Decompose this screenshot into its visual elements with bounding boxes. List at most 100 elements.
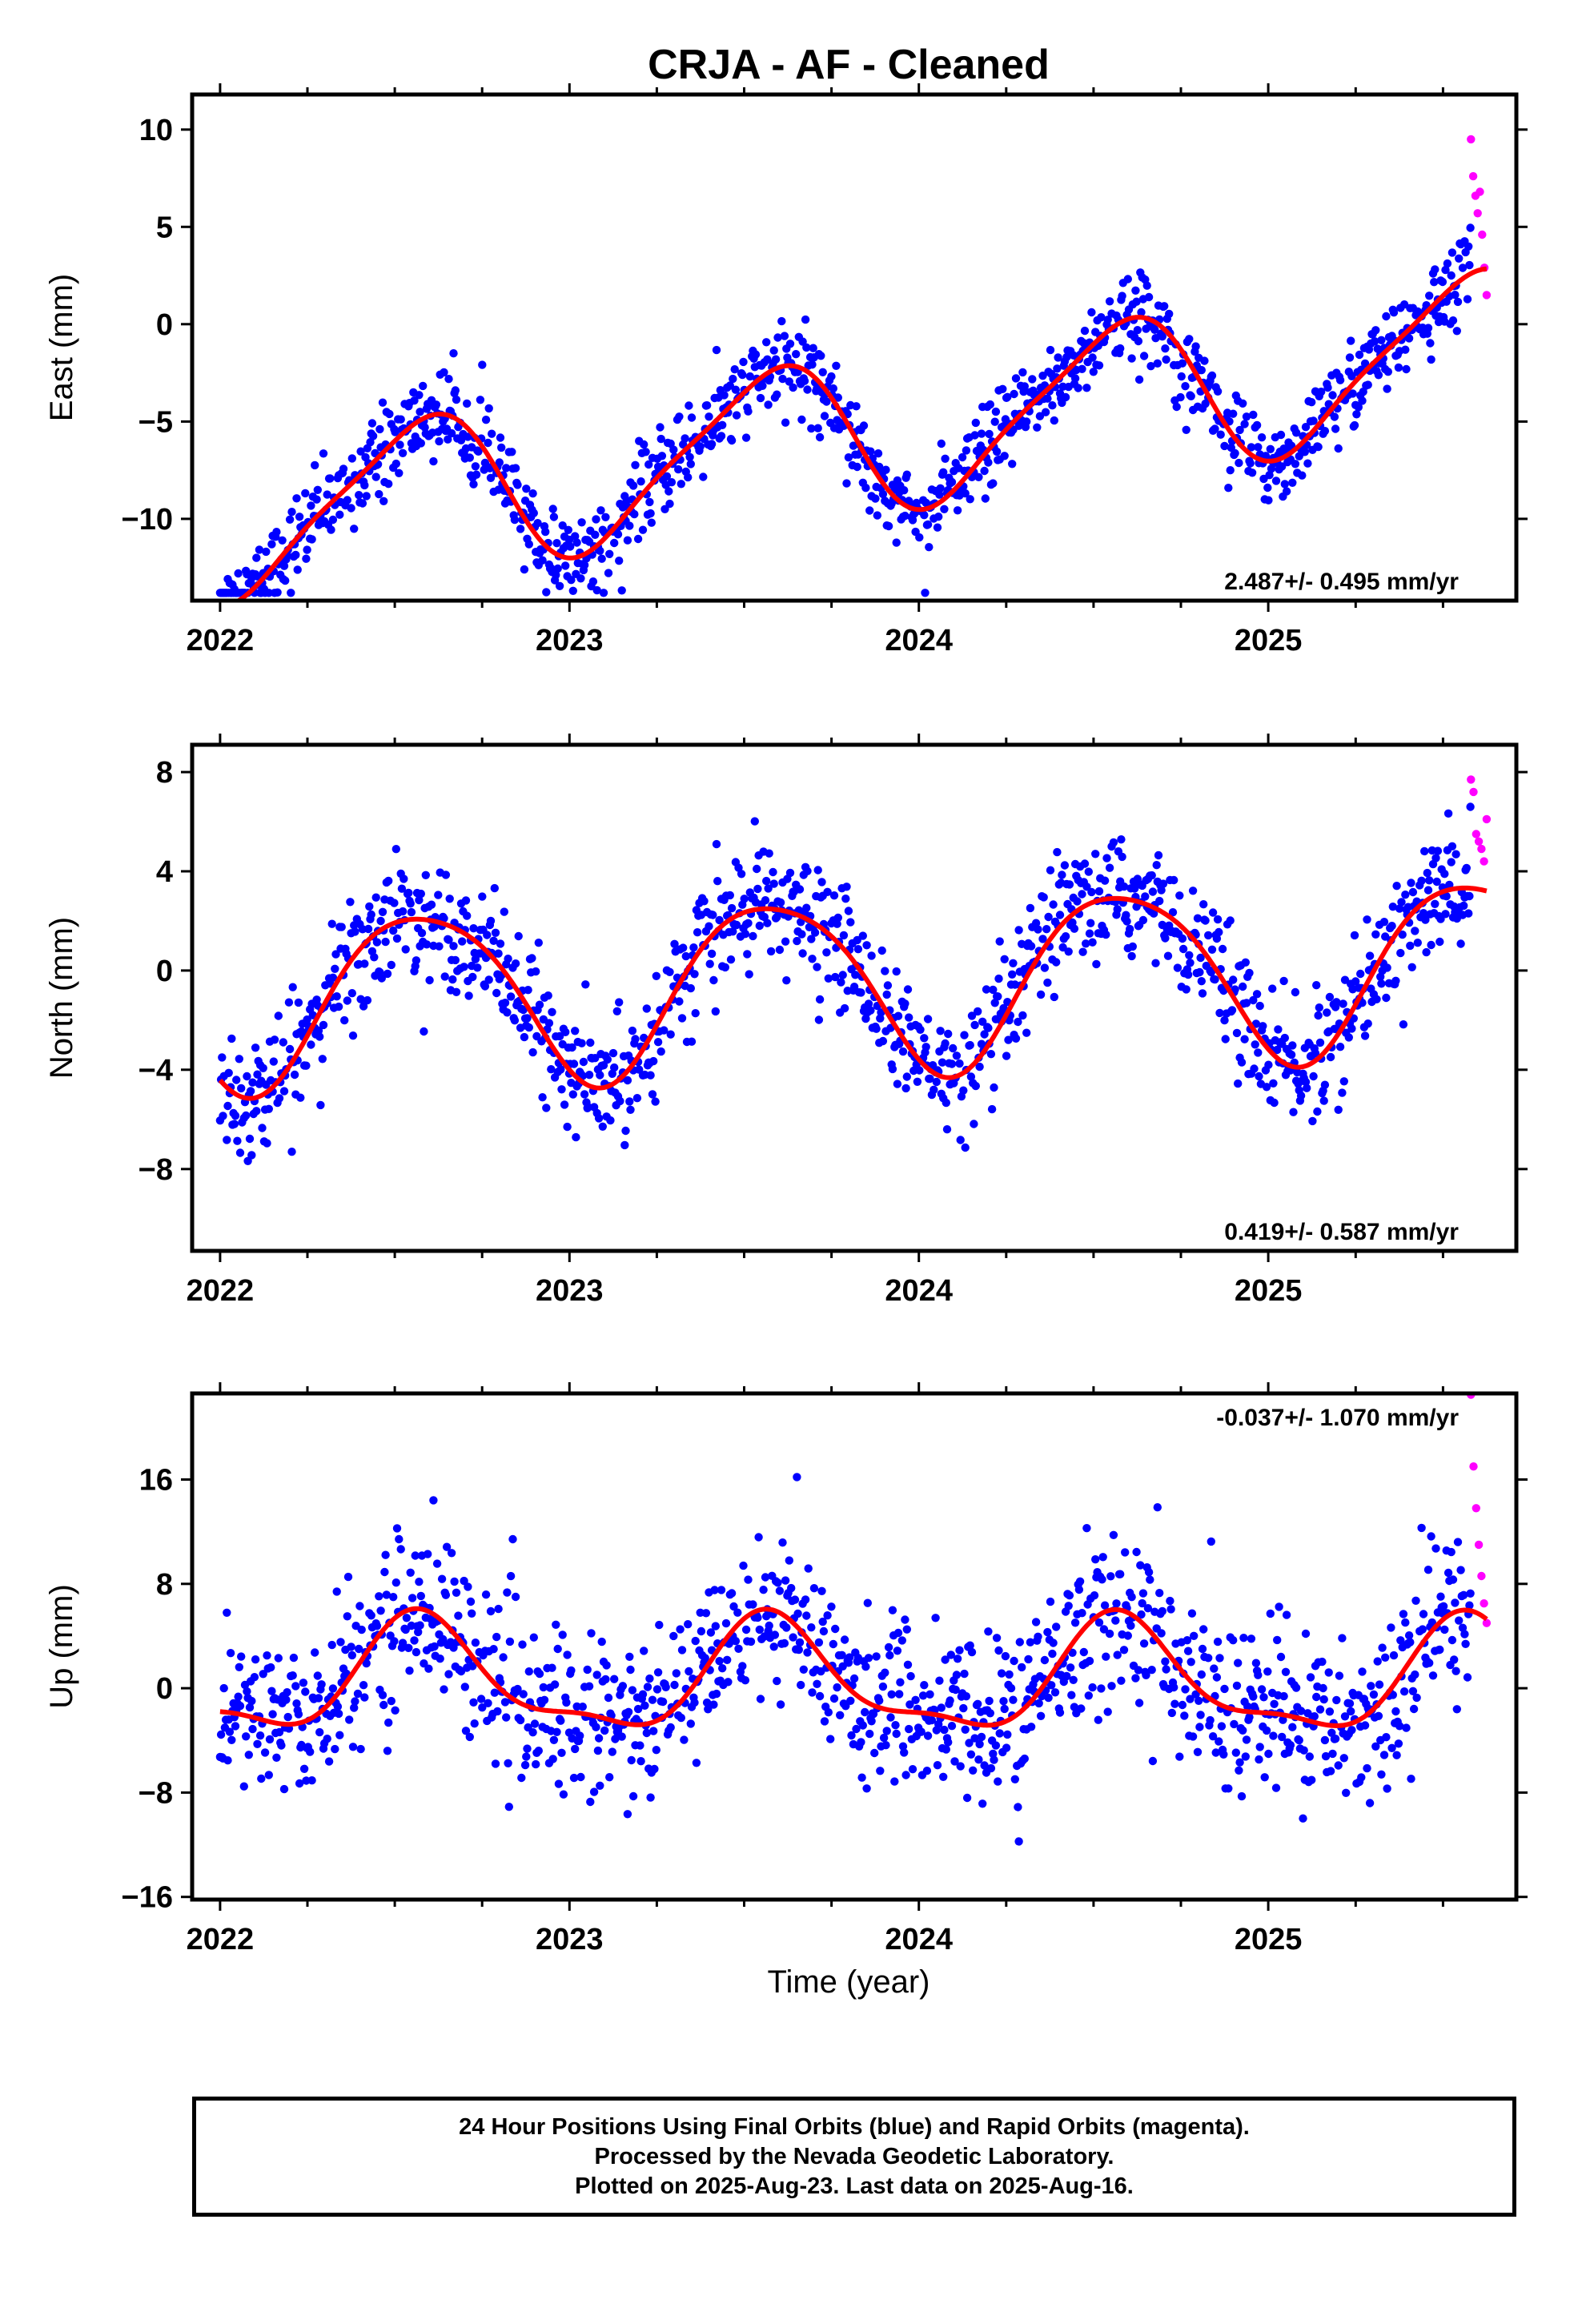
east-final-point xyxy=(729,374,737,384)
north-final-point xyxy=(1050,992,1059,1002)
north-final-point xyxy=(1323,1008,1331,1017)
north-final-point xyxy=(741,930,750,939)
up-final-point xyxy=(802,1611,811,1620)
north-final-point xyxy=(1264,1060,1273,1069)
east-final-point xyxy=(807,424,816,433)
north-final-point xyxy=(1087,887,1096,897)
up-final-point xyxy=(489,1645,498,1654)
east-final-point xyxy=(1008,460,1017,468)
east-final-point xyxy=(625,521,634,530)
north-final-point xyxy=(926,1074,934,1084)
north-final-point xyxy=(971,1081,981,1091)
north-final-point xyxy=(1193,914,1203,923)
north-final-point xyxy=(243,1072,251,1081)
up-final-point xyxy=(1319,1695,1328,1704)
east-final-point xyxy=(281,576,290,585)
east-final-point xyxy=(936,484,945,493)
up-final-point xyxy=(995,1729,1004,1738)
east-final-point xyxy=(368,432,378,440)
north-final-point xyxy=(1044,912,1053,922)
up-final-point xyxy=(1463,1673,1472,1682)
east-final-point xyxy=(1239,399,1247,408)
north-final-point xyxy=(523,1014,532,1023)
up-final-point xyxy=(886,1713,895,1722)
east-final-point xyxy=(647,518,656,527)
up-final-point xyxy=(250,1673,259,1682)
east-final-point xyxy=(1146,362,1155,371)
east-final-point xyxy=(510,515,520,525)
east-final-point xyxy=(1404,334,1414,343)
up-final-point xyxy=(469,1698,478,1707)
north-rapid-point xyxy=(1480,857,1488,866)
up-y-tick-label: −16 xyxy=(122,1881,173,1915)
up-final-point xyxy=(348,1743,358,1751)
north-final-point xyxy=(990,999,999,1007)
up-final-point xyxy=(1094,1618,1104,1627)
up-final-point xyxy=(738,1662,747,1671)
east-final-point xyxy=(797,415,806,424)
north-final-point xyxy=(1363,915,1371,924)
up-final-point xyxy=(343,1572,353,1582)
north-final-point xyxy=(642,1004,651,1013)
up-final-point xyxy=(782,1623,791,1632)
up-final-point xyxy=(1360,1721,1370,1730)
north-final-point xyxy=(390,899,399,907)
east-final-point xyxy=(1182,425,1191,434)
up-final-point xyxy=(274,1654,283,1663)
east-final-point xyxy=(588,577,598,586)
north-final-point xyxy=(700,897,709,906)
up-final-point xyxy=(549,1735,559,1744)
up-final-point xyxy=(1043,1627,1052,1637)
east-final-point xyxy=(379,497,388,505)
up-final-point xyxy=(739,1561,748,1570)
up-final-point xyxy=(530,1719,540,1728)
north-final-point xyxy=(319,1020,328,1030)
north-final-point xyxy=(1052,958,1061,967)
up-final-point xyxy=(653,1668,663,1677)
east-y-tick-label: 5 xyxy=(156,211,173,244)
up-final-point xyxy=(492,1632,501,1642)
north-final-point xyxy=(1464,909,1473,918)
north-final-point xyxy=(1334,1105,1343,1115)
up-rapid-point xyxy=(1482,1618,1492,1627)
north-final-point xyxy=(1039,893,1048,902)
up-final-point xyxy=(1191,1690,1200,1699)
up-final-point xyxy=(1264,1749,1273,1759)
east-final-point xyxy=(396,440,404,449)
up-final-point xyxy=(1136,1561,1145,1570)
up-final-point xyxy=(481,1590,491,1599)
up-final-point xyxy=(697,1626,706,1636)
east-final-point xyxy=(444,435,452,444)
north-final-point xyxy=(776,898,785,907)
north-final-point xyxy=(960,1031,969,1039)
east-final-point xyxy=(1265,471,1274,480)
east-final-point xyxy=(1389,308,1399,317)
north-final-point xyxy=(831,972,840,982)
north-final-point xyxy=(853,945,863,954)
north-final-point xyxy=(1212,934,1222,943)
up-final-point xyxy=(1255,1743,1264,1751)
east-final-point xyxy=(1309,416,1318,425)
north-final-point xyxy=(598,1122,607,1132)
east-final-point xyxy=(301,489,310,498)
up-final-point xyxy=(225,1727,235,1736)
east-final-point xyxy=(617,586,626,595)
up-rapid-point xyxy=(1469,1462,1478,1471)
up-final-point xyxy=(327,1640,336,1650)
east-final-point xyxy=(444,375,453,384)
east-final-point xyxy=(745,372,754,381)
up-final-point xyxy=(1417,1523,1426,1533)
north-final-point xyxy=(955,1059,964,1068)
east-final-point xyxy=(1402,364,1411,374)
east-final-point xyxy=(628,481,638,490)
east-final-point xyxy=(800,376,809,385)
east-final-point xyxy=(1028,375,1037,384)
up-final-point xyxy=(709,1700,718,1709)
north-final-point xyxy=(1102,854,1111,862)
north-final-point xyxy=(360,959,369,968)
north-final-point xyxy=(974,1007,982,1016)
up-final-point xyxy=(1134,1699,1144,1707)
east-final-point xyxy=(529,509,538,517)
up-final-point xyxy=(608,1747,616,1756)
east-final-point xyxy=(884,521,893,531)
